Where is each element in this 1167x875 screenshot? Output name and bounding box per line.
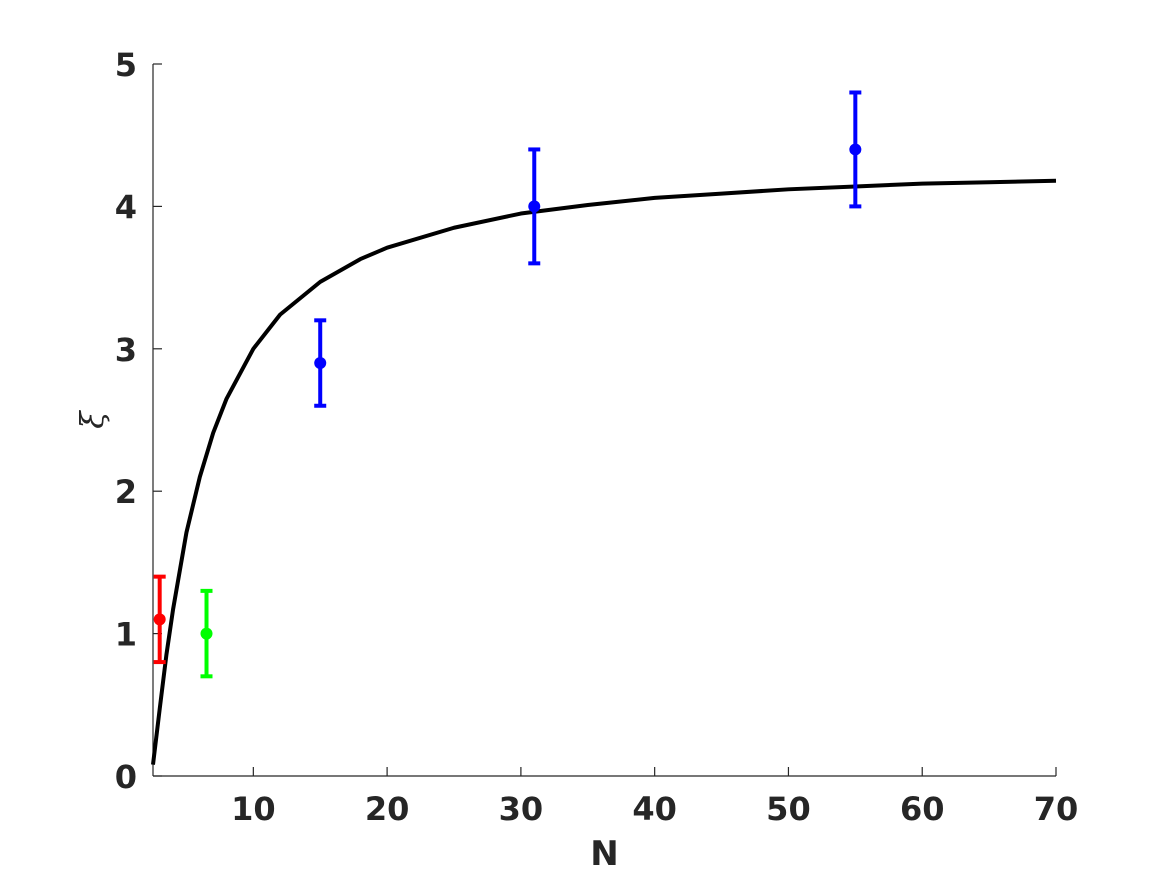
- point-marker: [528, 200, 541, 213]
- axes: 10 20 30 40 50 60 70 0 1 2 3 4 5: [115, 46, 1079, 828]
- y-tick-label: 1: [115, 616, 137, 654]
- point-marker: [849, 143, 862, 156]
- data-point: [849, 90, 862, 209]
- data-point: [314, 318, 327, 408]
- data-point: [200, 588, 213, 679]
- point-marker: [153, 613, 166, 626]
- point-marker: [314, 357, 327, 370]
- data-point: [153, 574, 166, 665]
- data-point: [528, 147, 541, 266]
- y-tick-label: 4: [115, 188, 137, 226]
- y-tick-label: 0: [115, 758, 137, 796]
- point-marker: [200, 627, 213, 640]
- x-tick-label: 70: [1034, 790, 1079, 828]
- x-tick-label: 60: [900, 790, 945, 828]
- x-tick-label: 20: [365, 790, 410, 828]
- y-tick-label: 2: [115, 473, 137, 511]
- fit-curve-layer: [151, 178, 1057, 765]
- fit-curve: [151, 178, 1057, 765]
- x-tick-label: 30: [499, 790, 544, 828]
- x-tick-label: 40: [632, 790, 677, 828]
- data-points-layer: [153, 90, 862, 679]
- y-tick-label: 5: [115, 46, 137, 84]
- y-tick-label: 3: [115, 331, 137, 369]
- x-tick-label: 50: [766, 790, 811, 828]
- x-tick-label: 10: [231, 790, 276, 828]
- x-axis-label: N: [590, 834, 618, 874]
- y-axis-label: ξ: [73, 410, 111, 429]
